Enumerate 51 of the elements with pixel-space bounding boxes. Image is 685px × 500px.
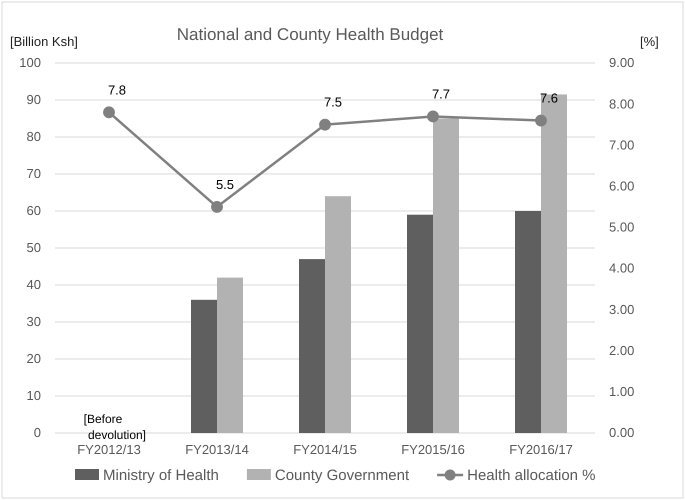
point [319, 118, 331, 131]
y-tick-label: 90 [26, 92, 41, 108]
y2-tick-label: 6.00 [609, 178, 634, 194]
data-label: 7.7 [432, 86, 450, 102]
point [103, 106, 115, 118]
bar [191, 300, 217, 433]
point [427, 110, 439, 122]
y-tick-label: 0 [34, 425, 41, 440]
data-label: 7.5 [324, 94, 342, 110]
x-tick-label: FY2013/14 [185, 442, 249, 458]
annotation: [Before devolution] [84, 412, 146, 442]
y2-tick-label: 9.00 [609, 55, 634, 70]
chart-title: National and County Health Budget [176, 25, 444, 44]
y2-tick-label: 8.00 [609, 96, 634, 112]
y2-tick-label: 1.00 [609, 384, 634, 400]
y-tick-label: 20 [26, 351, 41, 366]
x-tick-label: FY2014/15 [293, 442, 357, 458]
data-label: 7.8 [108, 82, 126, 98]
y-tick-label: 30 [26, 314, 41, 330]
bar [407, 214, 433, 433]
y-tick-label: 100 [19, 55, 41, 70]
y2-tick-label: 0.00 [609, 425, 634, 440]
y-tick-label: 40 [26, 277, 41, 292]
legend-label: Ministry of Health [103, 467, 219, 484]
bar [299, 259, 325, 433]
bar [217, 278, 243, 433]
x-tick-label: FY2016/17 [509, 442, 573, 458]
y-tick-label: 50 [26, 240, 41, 256]
legend-label: County Government [274, 467, 410, 484]
point [535, 114, 547, 126]
bar [515, 211, 541, 433]
x-tick-label: FY2015/16 [401, 442, 465, 458]
legend-label: Health allocation % [467, 467, 596, 484]
bar [541, 94, 567, 433]
y-tick-label: 60 [26, 203, 41, 218]
y2-axis-title: [%] [640, 34, 659, 49]
bar [325, 196, 351, 433]
y2-tick-label: 4.00 [609, 260, 634, 276]
point [211, 200, 223, 213]
y2-tick-label: 7.00 [609, 137, 634, 152]
y-tick-label: 70 [26, 166, 41, 182]
x-tick-label: FY2012/13 [77, 442, 141, 458]
bar [433, 118, 459, 433]
data-label: 5.5 [216, 176, 234, 192]
y-tick-label: 80 [26, 129, 41, 144]
y2-tick-label: 5.00 [609, 220, 634, 235]
y-tick-label: 10 [26, 388, 41, 404]
y-axis-title: [Billion Ksh] [10, 34, 78, 49]
y2-tick-label: 2.00 [609, 342, 634, 358]
data-label: 7.6 [540, 90, 558, 106]
y2-tick-label: 3.00 [609, 302, 634, 317]
